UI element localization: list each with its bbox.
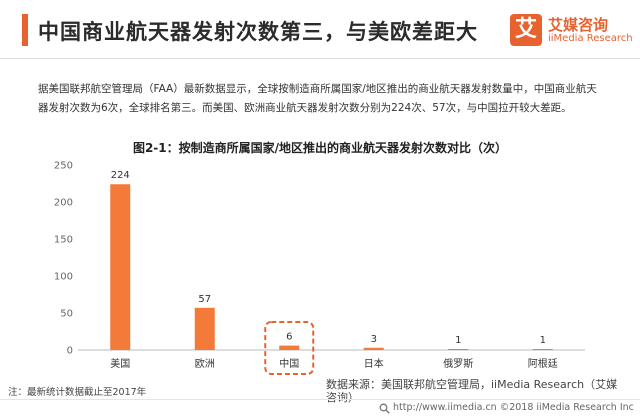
y-tick-label: 200 [54,198,73,209]
bar [448,349,469,350]
bar [110,184,131,350]
x-tick-label: 俄罗斯 [443,357,473,370]
bar [363,347,384,350]
y-tick-label: 0 [67,346,73,357]
data-label: 1 [540,335,546,346]
data-label: 6 [286,332,292,343]
chart-title: 图2-1：按制造商所属国家/地区推出的商业航天器发射次数对比（次） [132,141,508,155]
data-label: 1 [455,335,461,346]
x-tick-label: 美国 [110,357,130,370]
footer-text: http://www.iimedia.cn ©2018 iiMedia Rese… [393,402,634,413]
y-tick-label: 100 [54,272,73,283]
bar [194,307,215,350]
highlight-box [264,321,315,375]
bar [279,345,300,350]
title-accent-bar [22,14,28,46]
search-icon [379,403,390,414]
page-title: 中国商业航天器发射次数第三，与美欧差距大 [38,20,478,44]
data-source: 数据来源：美国联邦航空管理局，iiMedia Research（艾媒咨询） [326,378,618,404]
bar-chart: 0 50 100 150 200 250 224 美国 57 欧洲 6 中国 3 日本 1 俄罗斯 1 阿根廷 [54,161,585,375]
header-divider [0,58,640,59]
intro-paragraph: 据美国联邦航空管理局（FAA）最新数据显示，全球按制造商所属国家/地区推出的商业… [38,83,597,114]
brand-logo: 艾 艾媒咨询 iiMedia Research [510,14,633,50]
y-tick-label: 250 [54,161,73,172]
footer-divider [0,399,640,400]
data-label: 57 [198,294,211,305]
logo-mark: 艾 [510,14,542,46]
y-tick-label: 50 [60,309,73,320]
data-label: 3 [371,334,377,345]
x-tick-label: 中国 [279,357,299,370]
bar [532,349,553,350]
data-label: 224 [111,170,130,181]
y-tick-label: 150 [54,235,73,246]
logo-name-cn: 艾媒咨询 [548,16,609,34]
footnote: 注：最新统计数据截止至2017年 [8,387,147,398]
x-tick-label: 阿根廷 [528,357,558,370]
x-tick-label: 日本 [364,357,384,370]
x-tick-label: 欧洲 [195,358,215,370]
logo-name-en: iiMedia Research [548,33,633,44]
